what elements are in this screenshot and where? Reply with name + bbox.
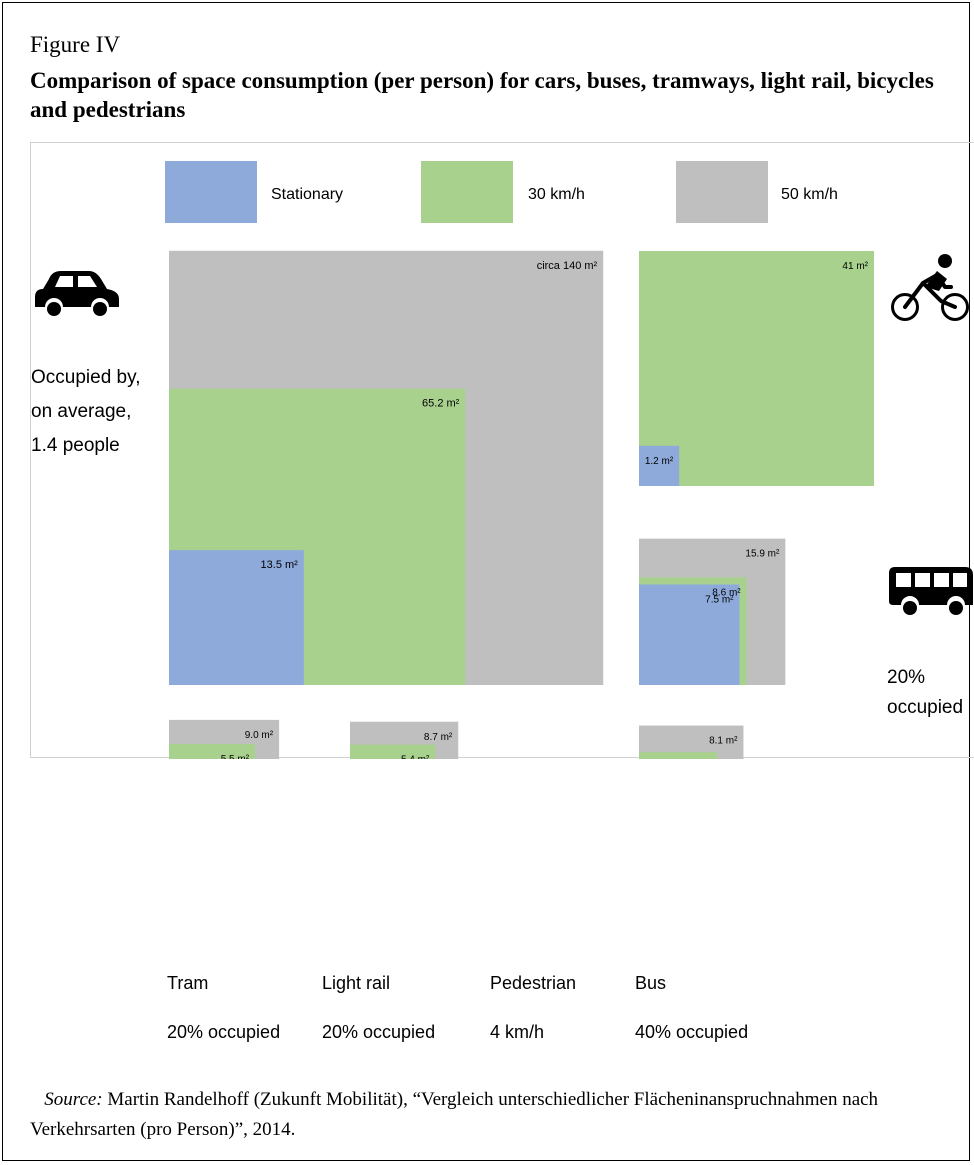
squares-layer: circa 140 m² 65.2 m² 13.5 m² 41 m² 1.2 m² 15.… [169,250,874,759]
bus-small-name: Bus [635,973,667,993]
light_rail-50-km-h-label: 8.7 m² [424,732,453,743]
tram-name: Tram [167,973,209,993]
figure-label: Figure IV [30,32,121,57]
car-stationary-square [169,550,304,685]
bus_20-30-km-h-label: 8.6 m² [712,587,741,598]
light-rail-occupancy: 20% occupied [322,1022,436,1042]
chart-area: circa 140 m² 65.2 m² 13.5 m² 41 m² 1.2 m² 15.… [30,142,974,1042]
tram-occupancy: 20% occupied [167,1022,281,1042]
tram-30-km-h-square [169,743,256,759]
bus_20-stationary-label: 7.5 m² [705,594,734,605]
bus-large-pct: 20% [887,667,926,688]
car-30-km-h-label: 65.2 m² [422,398,460,410]
light_rail-30-km-h-label: 5.4 m² [401,755,430,759]
legend-label-50-km-h: 50 km/h [781,186,838,203]
pedestrian-name: Pedestrian [490,973,577,993]
tram-50-km-h-label: 9.0 m² [245,730,274,741]
source-text: Martin Randelhoff (Zukunft Mobilität), “… [30,1089,879,1140]
legend-label-stationary: Stationary [271,186,343,203]
bicycle-stationary-square [639,445,680,486]
bicycle-stationary-label: 1.2 m² [645,456,674,467]
source-note: Source: Martin Randelhoff (Zukunft Mobil… [30,1085,950,1145]
chart: circa 140 m² 65.2 m² 13.5 m² 41 m² 1.2 m² 15.… [35,161,973,759]
source-prefix: Source: [44,1089,103,1110]
bus-icon [889,567,973,615]
bus_20-stationary-square [639,584,740,685]
bicycle-icon [891,254,969,321]
car-icon [35,271,119,316]
bus_20-50-km-h-label: 15.9 m² [745,549,780,560]
legend: Stationary 30 km/h 50 km/h [165,161,838,223]
legend-swatch-30-km-h [421,161,513,223]
pedestrian-speed: 4 km/h [490,1022,545,1042]
car-stationary-label: 13.5 m² [261,559,299,571]
bicycle-30-km-h-label: 41 m² [842,261,868,272]
light-rail-name: Light rail [322,973,391,993]
legend-label-30-km-h: 30 km/h [528,186,585,203]
legend-swatch-stationary [165,161,257,223]
legend-swatch-50-km-h [676,161,768,223]
car-caption: Occupied by, on average, 1.4 people [31,367,141,456]
tram-30-km-h-label: 5.5 m² [221,754,250,759]
bus_40-30-km-h-square [639,752,717,759]
car-50-km-h-label: circa 140 m² [537,260,598,272]
figure-title: Comparison of space consumption (per per… [30,68,934,122]
bus-large-occ: occupied [887,697,964,718]
bus-small-occupancy: 40% occupied [635,1022,749,1042]
light_rail-30-km-h-square [350,744,436,759]
bus_40-50-km-h-label: 8.1 m² [709,736,738,747]
